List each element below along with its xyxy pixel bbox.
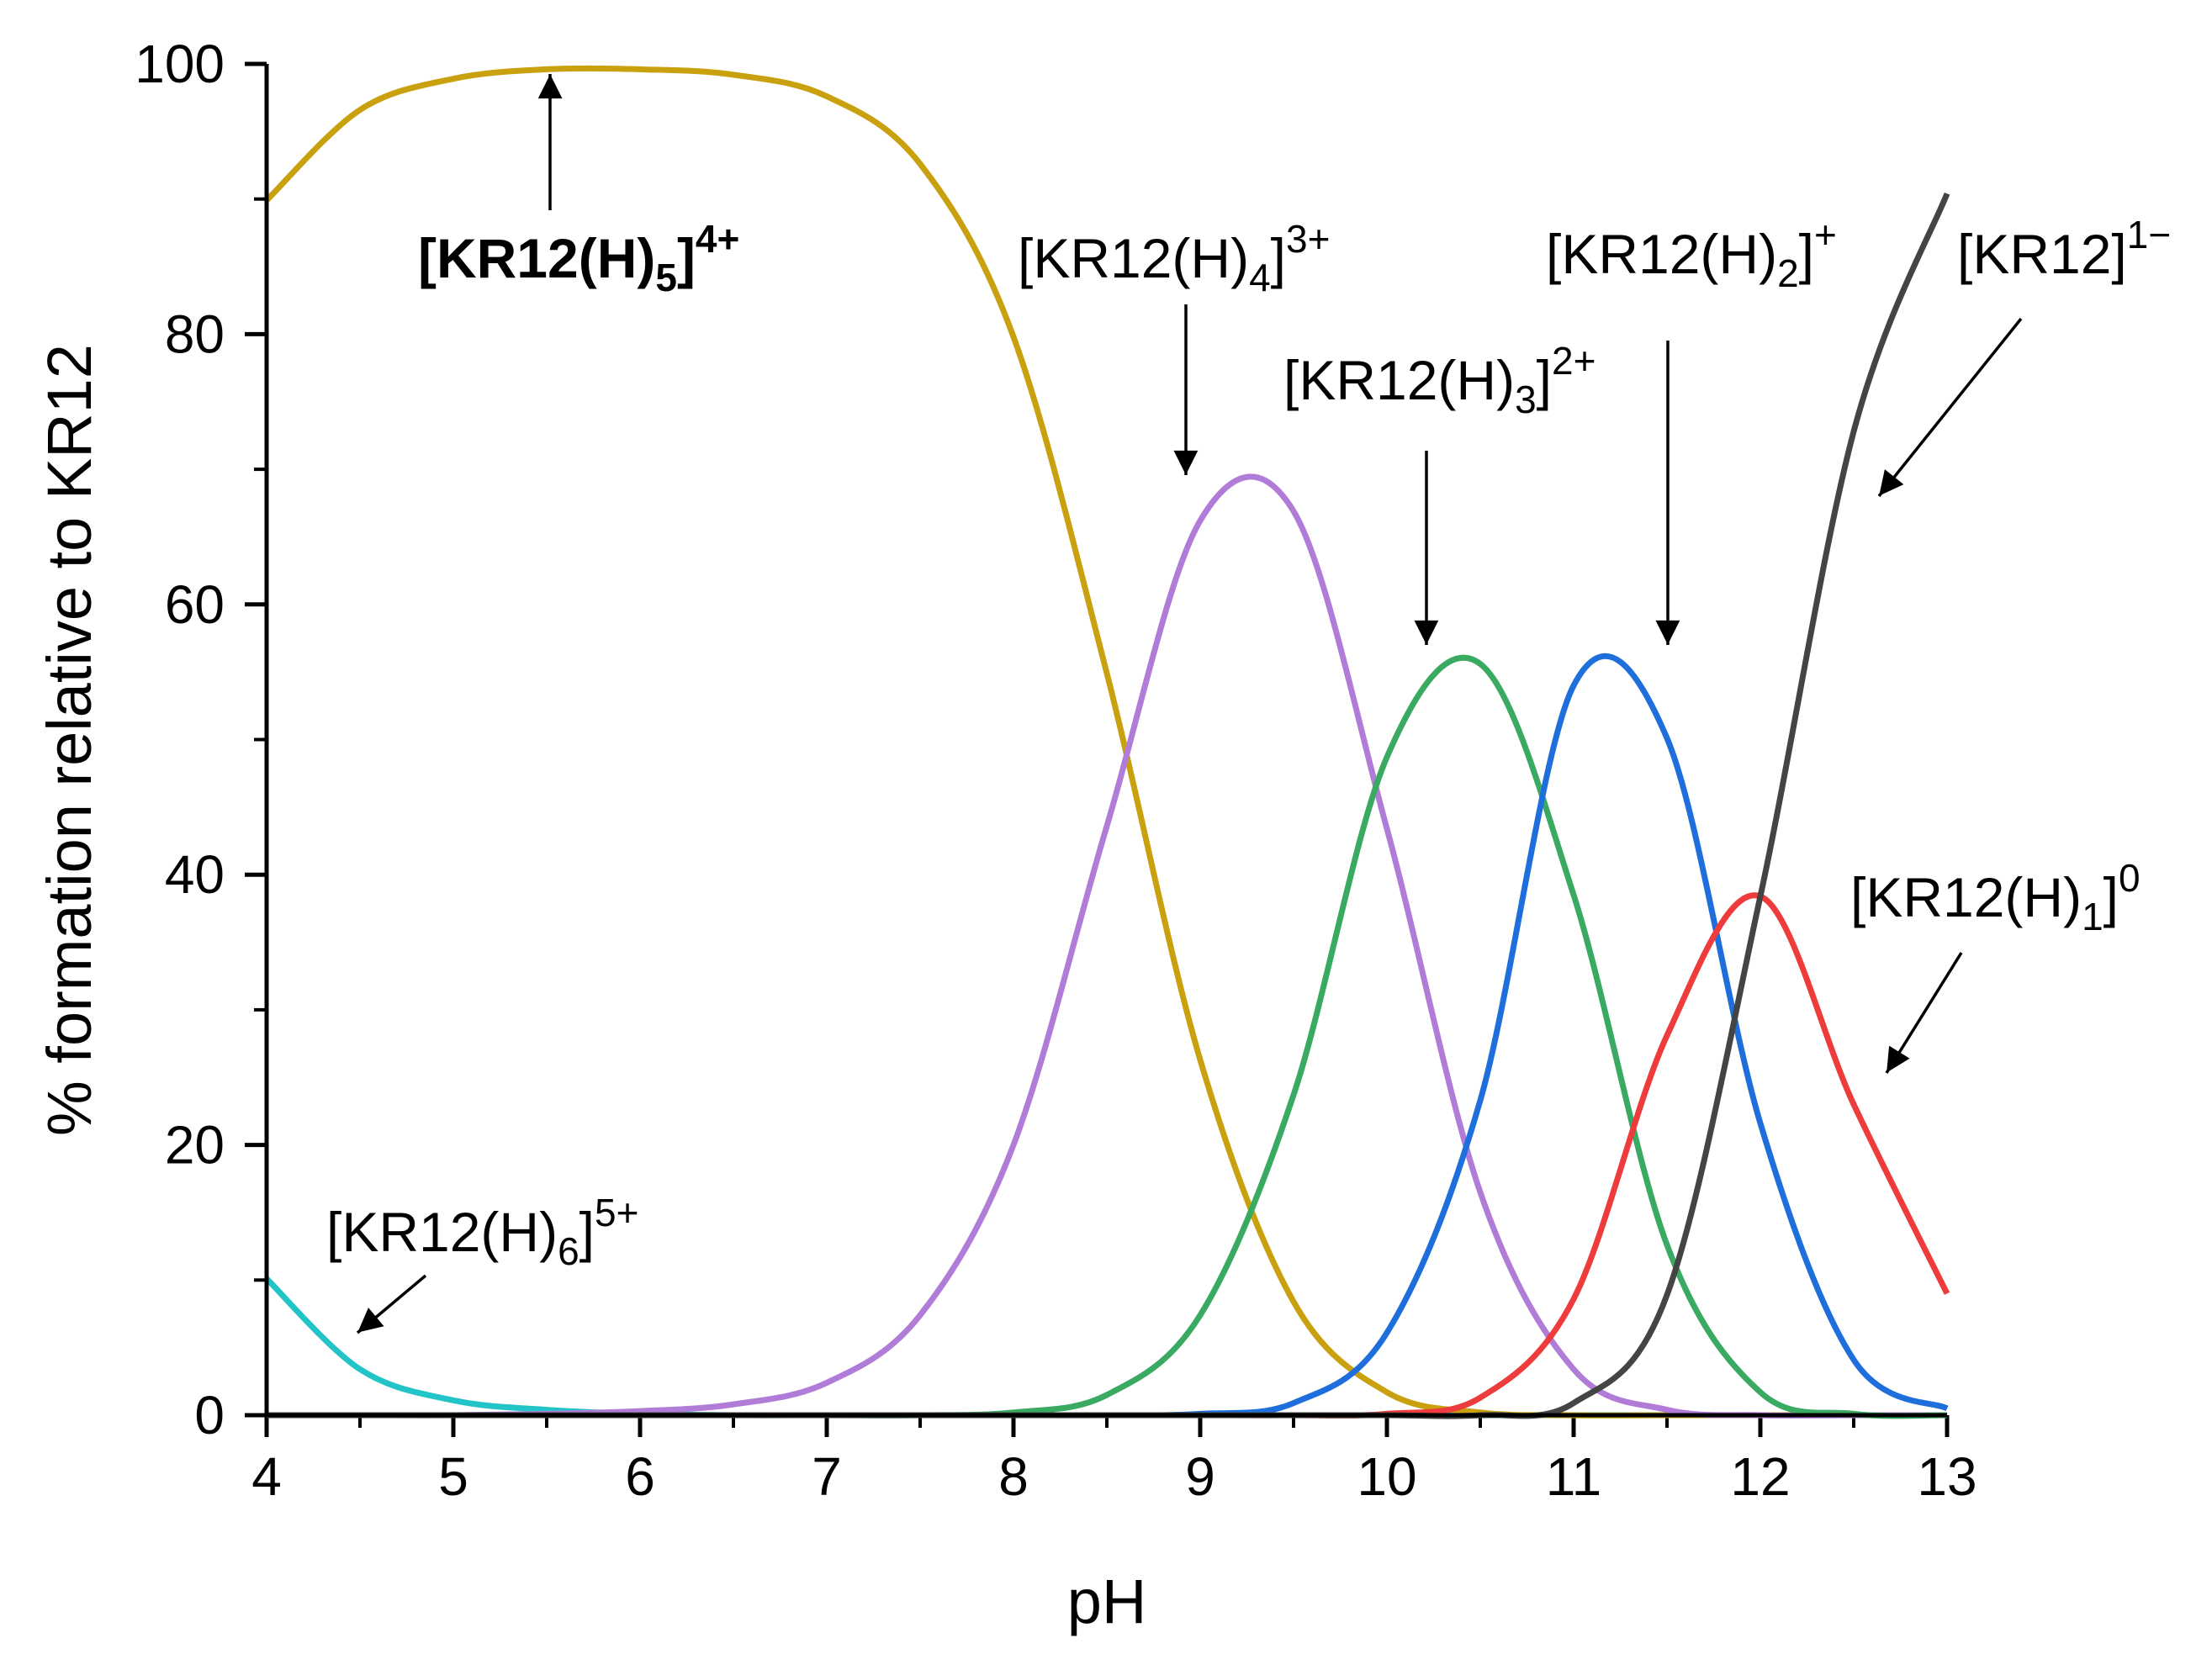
arrow (1877, 317, 2023, 498)
series-label: [KR12(H)4]3+ (1018, 217, 1330, 299)
label-text: ] (1271, 227, 1286, 289)
series-line (267, 473, 1947, 1419)
label-sup: 1− (2127, 213, 2171, 256)
label-sup: 0 (2119, 856, 2141, 900)
x-tick-label: 8 (998, 1446, 1029, 1507)
series-label: [KR12(H)1]0 (1850, 856, 2141, 938)
label-text: ] (2104, 866, 2119, 928)
series-label: [KR12(H)6]5+ (326, 1191, 638, 1273)
series-label: [KR12(H)5]4+ (418, 217, 739, 299)
y-tick-label: 60 (165, 574, 225, 635)
x-tick-label: 9 (1185, 1446, 1215, 1507)
label-text: [KR12(H) (1018, 227, 1249, 289)
arrow (1885, 952, 1963, 1074)
label-sub: 5 (655, 256, 677, 299)
label-text: ] (579, 1201, 595, 1263)
label-text: ] (1537, 349, 1552, 411)
label-sub: 1 (2082, 895, 2104, 938)
y-tick-label: 80 (165, 304, 225, 364)
label-text: [KR12(H) (1546, 223, 1777, 285)
x-tick-label: 6 (625, 1446, 655, 1507)
x-tick-label: 12 (1730, 1446, 1790, 1507)
x-tick-label: 11 (1546, 1446, 1601, 1507)
y-tick-label: 100 (135, 34, 225, 94)
label-sup: 5+ (595, 1191, 638, 1234)
series-line (267, 653, 1949, 1419)
x-tick-label: 7 (812, 1446, 842, 1507)
label-sub: 6 (558, 1229, 579, 1273)
y-tick-label: 20 (165, 1115, 225, 1176)
y-tick-label: 0 (194, 1385, 225, 1445)
label-sup: 2+ (1552, 339, 1595, 383)
x-tick-label: 13 (1917, 1446, 1977, 1507)
series-line (267, 654, 1948, 1419)
y-tick-label: 40 (165, 844, 225, 905)
label-text: ] (677, 227, 696, 289)
y-axis-title: % formation relative to KR12 (34, 344, 104, 1136)
label-text: [KR12(H) (1283, 349, 1515, 411)
series-line (267, 892, 1950, 1419)
label-text: ] (1799, 223, 1814, 285)
label-sup: + (1814, 213, 1837, 256)
series-label: [KR12(H)3]2+ (1283, 339, 1595, 421)
label-text: [KR12(H) (1850, 866, 2082, 928)
label-sub: 2 (1777, 251, 1799, 295)
x-axis-title: pH (1067, 1567, 1147, 1636)
series-label: [KR12]1− (1957, 213, 2171, 285)
label-sub: 3 (1515, 378, 1537, 421)
arrow (356, 1274, 427, 1334)
label-sup: 3+ (1286, 217, 1330, 261)
label-text: [KR12(H) (326, 1201, 558, 1263)
label-text: [KR12] (1957, 223, 2127, 285)
x-tick-label: 10 (1357, 1446, 1416, 1507)
label-sub: 4 (1249, 256, 1271, 299)
series-label: [KR12(H)2]+ (1546, 213, 1837, 295)
x-tick-label: 4 (251, 1446, 282, 1507)
label-text: [KR12(H) (418, 227, 655, 289)
label-sup: 4+ (696, 217, 739, 261)
x-tick-label: 5 (438, 1446, 468, 1507)
